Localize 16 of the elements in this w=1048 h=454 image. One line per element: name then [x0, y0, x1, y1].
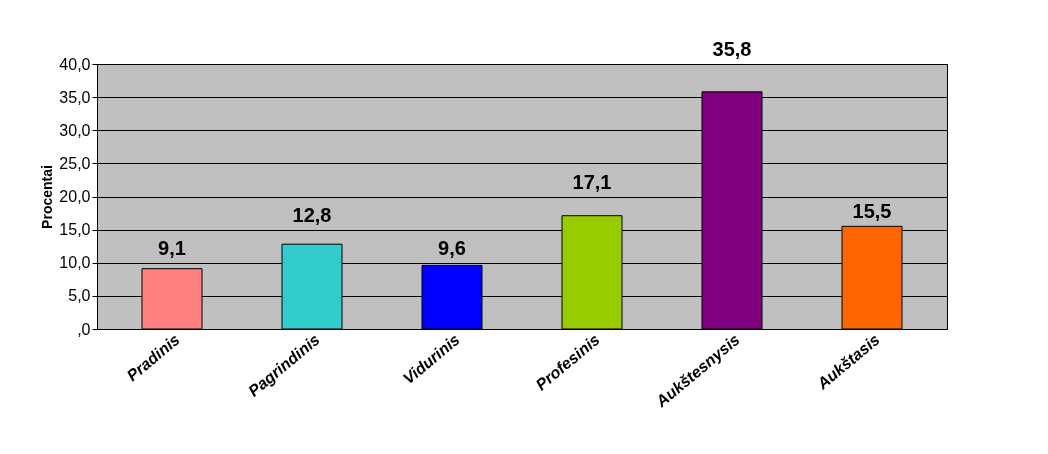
y-axis-title: Procentai	[39, 165, 56, 229]
y-tick-label: 5,0	[68, 287, 91, 305]
data-label: 9,1	[158, 236, 186, 259]
data-label: 17,1	[572, 170, 612, 193]
y-tick-label: 15,0	[59, 221, 91, 239]
data-label: 35,8	[712, 38, 752, 60]
y-tick-label: 35,0	[59, 88, 91, 106]
y-tick-label: 10,0	[59, 254, 91, 272]
y-tick-label: 40,0	[59, 55, 91, 73]
data-label: 12,8	[292, 203, 332, 226]
data-label: 15,5	[852, 200, 892, 223]
y-tick-label: 20,0	[59, 188, 91, 205]
data-label: 9,6	[438, 236, 466, 259]
y-tick-label: 25,0	[59, 154, 91, 172]
y-tick-label: ,0	[77, 320, 91, 338]
y-tick-label: 30,0	[59, 121, 91, 139]
